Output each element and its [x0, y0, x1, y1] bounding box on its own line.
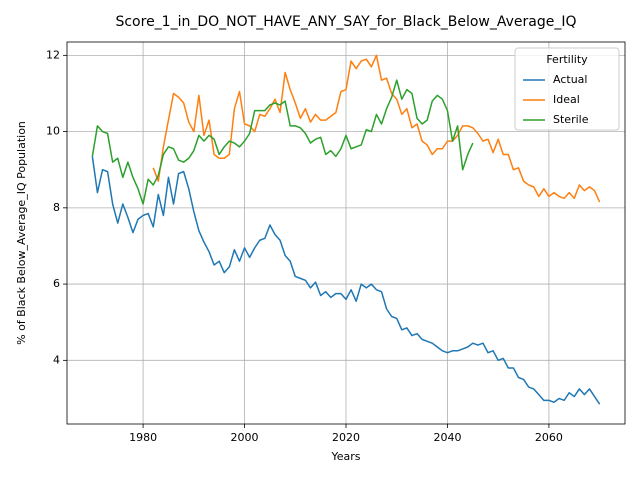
- chart-title: Score_1_in_DO_NOT_HAVE_ANY_SAY_for_Black…: [115, 14, 576, 30]
- y-axis-label: % of Black Below_Average_IQ Population: [15, 121, 28, 345]
- data-line: [91, 79, 474, 205]
- legend-label: Actual: [553, 73, 587, 86]
- legend-title: Fertility: [546, 53, 588, 66]
- x-tick-label: 2040: [433, 431, 461, 444]
- legend-label: Sterile: [553, 113, 589, 126]
- y-tick-label: 10: [46, 125, 60, 138]
- plot-frame: [66, 41, 626, 425]
- y-tick-label: 4: [53, 353, 60, 366]
- legend-box: [514, 47, 620, 131]
- data-line: [91, 156, 601, 405]
- x-tick-label: 2020: [332, 431, 360, 444]
- y-tick-label: 6: [53, 277, 60, 290]
- x-tick-label: 2000: [231, 431, 259, 444]
- data-line: [152, 54, 601, 203]
- x-axis-label: Years: [330, 450, 360, 463]
- y-tick-label: 12: [46, 48, 60, 61]
- y-tick-label: 8: [53, 201, 60, 214]
- x-tick-label: 2060: [535, 431, 563, 444]
- x-tick-label: 1980: [129, 431, 157, 444]
- legend-label: Ideal: [553, 93, 580, 106]
